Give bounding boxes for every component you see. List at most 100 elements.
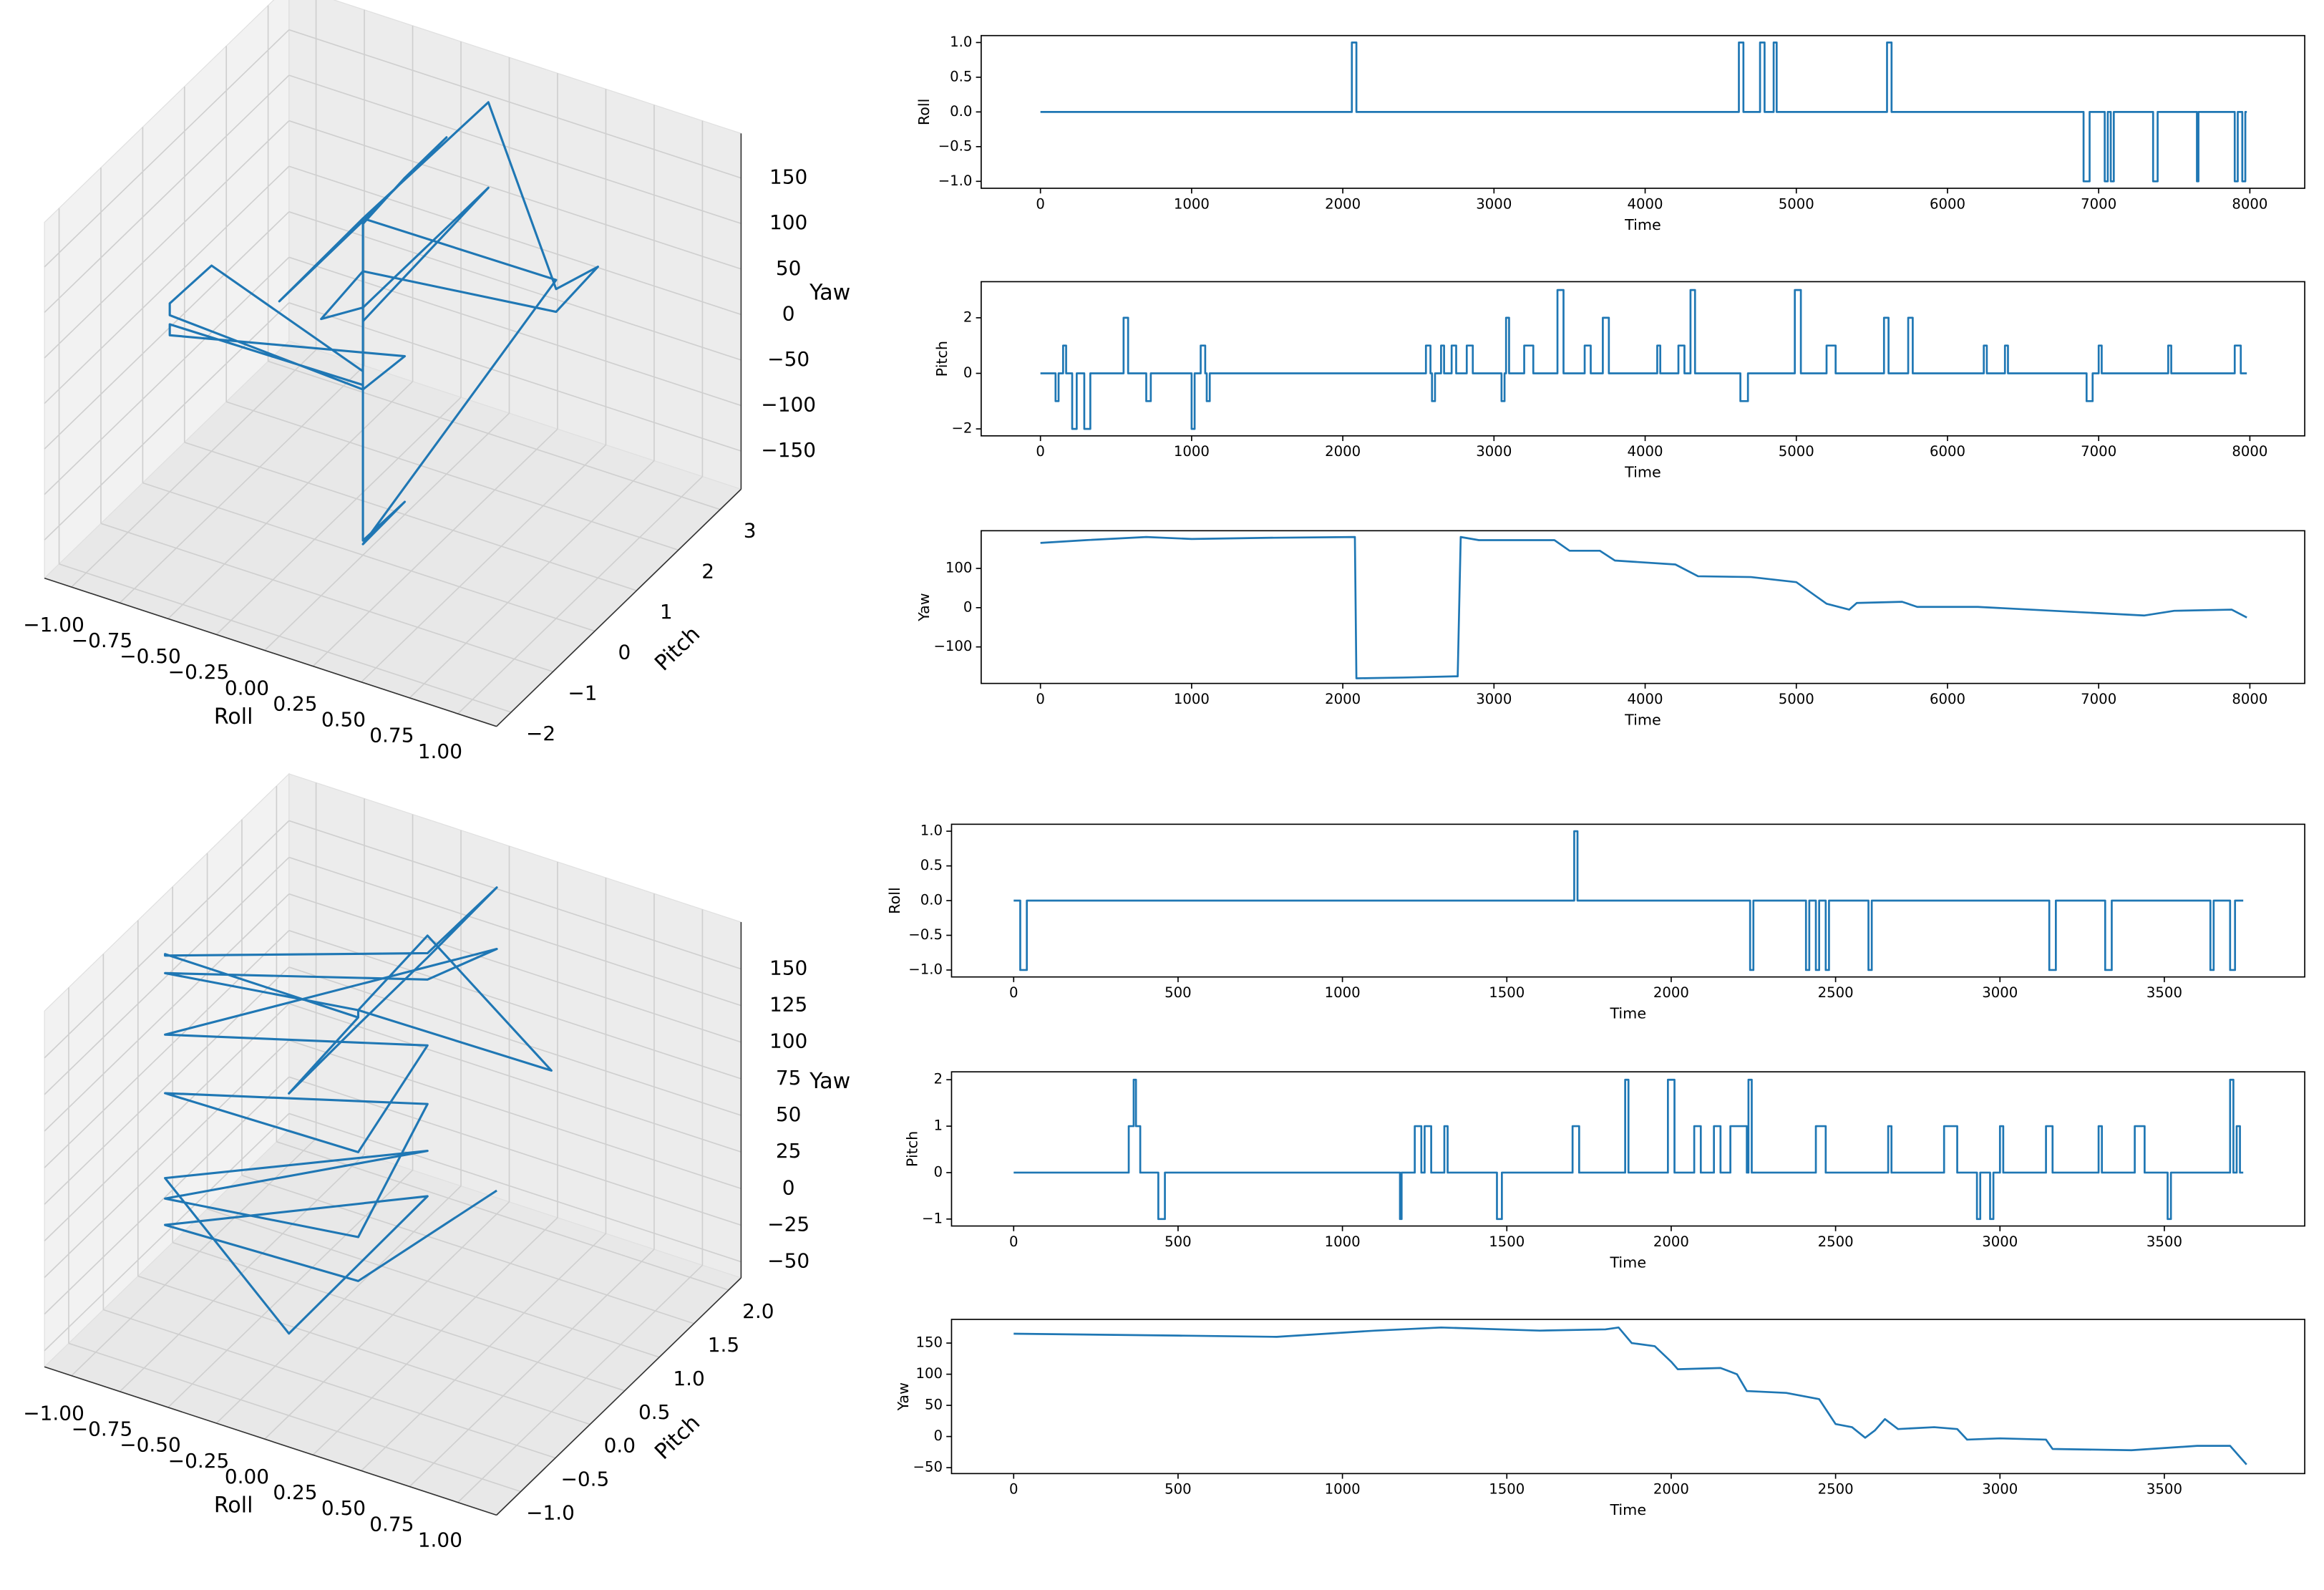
y-tick-label: 1	[934, 1118, 943, 1134]
grid-line	[44, 1003, 290, 1241]
z-tick-label: −25	[767, 1212, 809, 1236]
grid-line	[184, 442, 637, 591]
x-axis-label: Time	[1609, 1254, 1646, 1271]
x-tick-label: 1500	[1489, 1233, 1525, 1250]
y-tick-label: −2	[526, 722, 555, 745]
grid-line	[44, 1039, 290, 1279]
x-tick-label: 3500	[2146, 984, 2182, 1001]
x-tick-label: 6000	[1930, 195, 1965, 212]
grid-line	[264, 1201, 510, 1440]
y-axis-label: Roll	[886, 887, 903, 914]
x-tick-label: 3000	[1982, 1481, 2018, 1498]
grid-line	[312, 428, 558, 667]
z-tick-label: −150	[761, 438, 816, 462]
y-tick-label: −1	[922, 1210, 943, 1226]
grid-line	[264, 412, 510, 651]
grid-line	[44, 1112, 290, 1352]
z-tick-label: 150	[769, 956, 807, 979]
grid-line	[103, 1309, 556, 1459]
x-tick-label: 1500	[1489, 1481, 1525, 1498]
y-tick-label: −50	[913, 1459, 943, 1475]
grid-line	[172, 1241, 626, 1392]
grid-line	[44, 29, 290, 268]
y-tick-label: 0	[618, 641, 631, 664]
grid-line	[167, 381, 414, 619]
grid-line	[44, 74, 290, 314]
x-tick-label: 3000	[1476, 443, 1512, 460]
y-tick-label: 2	[963, 309, 973, 325]
grid-line	[288, 256, 742, 407]
z-tick-label: −50	[767, 347, 809, 371]
grid-line	[207, 1208, 660, 1358]
x-tick-label: 0.50	[321, 1496, 366, 1520]
y-tick-label: 1.0	[920, 823, 943, 839]
grid-line	[409, 460, 655, 699]
z-tick-label: 50	[776, 256, 802, 280]
x-tick-label: 8000	[2232, 195, 2267, 212]
grid-line	[44, 211, 290, 450]
y-tick-label: 1.0	[673, 1367, 704, 1390]
grid-line	[288, 74, 742, 225]
x-tick-label: 0.00	[225, 676, 269, 699]
x-tick-label: 2000	[1325, 195, 1361, 212]
data-line-3d	[168, 101, 599, 546]
grid-line	[142, 482, 595, 632]
y-tick-label: 2	[934, 1071, 943, 1087]
x-tick-label: 5000	[1779, 691, 1814, 707]
x-tick-label: 1000	[1174, 195, 1210, 212]
x-tick-label: 0	[1009, 1233, 1018, 1250]
grid-line	[59, 563, 512, 713]
grid-line	[71, 349, 317, 588]
y-tick-label: 1.5	[708, 1333, 739, 1357]
y-tick-label: −1.0	[938, 173, 973, 189]
grid-line	[288, 211, 742, 361]
x-tick-label: 500	[1165, 1481, 1192, 1498]
x-tick-label: 0.00	[225, 1465, 269, 1488]
x-tick-label: 2000	[1653, 1481, 1689, 1498]
axis-line	[44, 577, 497, 727]
grid-line	[288, 165, 742, 316]
x-tick-label: 0.75	[369, 1512, 414, 1536]
y-tick-label: 0	[963, 364, 973, 381]
x-tick-label: 8000	[2232, 691, 2267, 707]
axis-line	[496, 488, 742, 727]
grid-line	[44, 165, 290, 404]
x-tick-label: 1000	[1325, 1233, 1361, 1250]
x-tick-label: 0	[1009, 984, 1018, 1001]
z-tick-label: −50	[767, 1249, 809, 1273]
grid-line	[288, 856, 742, 1007]
x-tick-label: 4000	[1628, 443, 1663, 460]
y-axis-label: Yaw	[915, 593, 933, 621]
grid-line	[288, 820, 742, 970]
x-tick-label: −0.25	[168, 660, 230, 684]
z-axis-label: Yaw	[809, 281, 850, 306]
x-tick-label: 3500	[2146, 1481, 2182, 1498]
data-line-3d	[164, 886, 553, 1335]
axes-frame	[981, 281, 2305, 437]
z-tick-label: 0	[782, 1175, 795, 1199]
y-tick-label: 0.0	[950, 103, 972, 120]
x-tick-label: 3000	[1982, 984, 2018, 1001]
data-line	[1013, 1326, 2247, 1465]
grid-line	[457, 1264, 703, 1503]
x-tick-label: 0.50	[321, 708, 366, 732]
grid-line	[288, 29, 742, 179]
z-axis-label: Yaw	[809, 1069, 850, 1094]
y-tick-label: 0.5	[950, 68, 972, 84]
grid-line	[225, 401, 679, 551]
grid-line	[457, 476, 703, 714]
z-tick-label: 75	[776, 1066, 802, 1090]
grid-line	[44, 893, 290, 1132]
x-tick-label: 0.75	[369, 724, 414, 747]
y-tick-label: 1	[660, 600, 673, 624]
x-tick-label: 0.25	[273, 1480, 317, 1504]
grid-line	[44, 1076, 290, 1315]
x-tick-label: 3000	[1476, 195, 1512, 212]
x-axis-label: Time	[1609, 1501, 1646, 1518]
x-tick-label: 7000	[2081, 195, 2116, 212]
z-tick-label: 100	[769, 210, 807, 234]
grid-line	[288, 120, 742, 270]
x-axis-label: Time	[1624, 464, 1661, 481]
x-tick-label: 500	[1165, 984, 1192, 1001]
